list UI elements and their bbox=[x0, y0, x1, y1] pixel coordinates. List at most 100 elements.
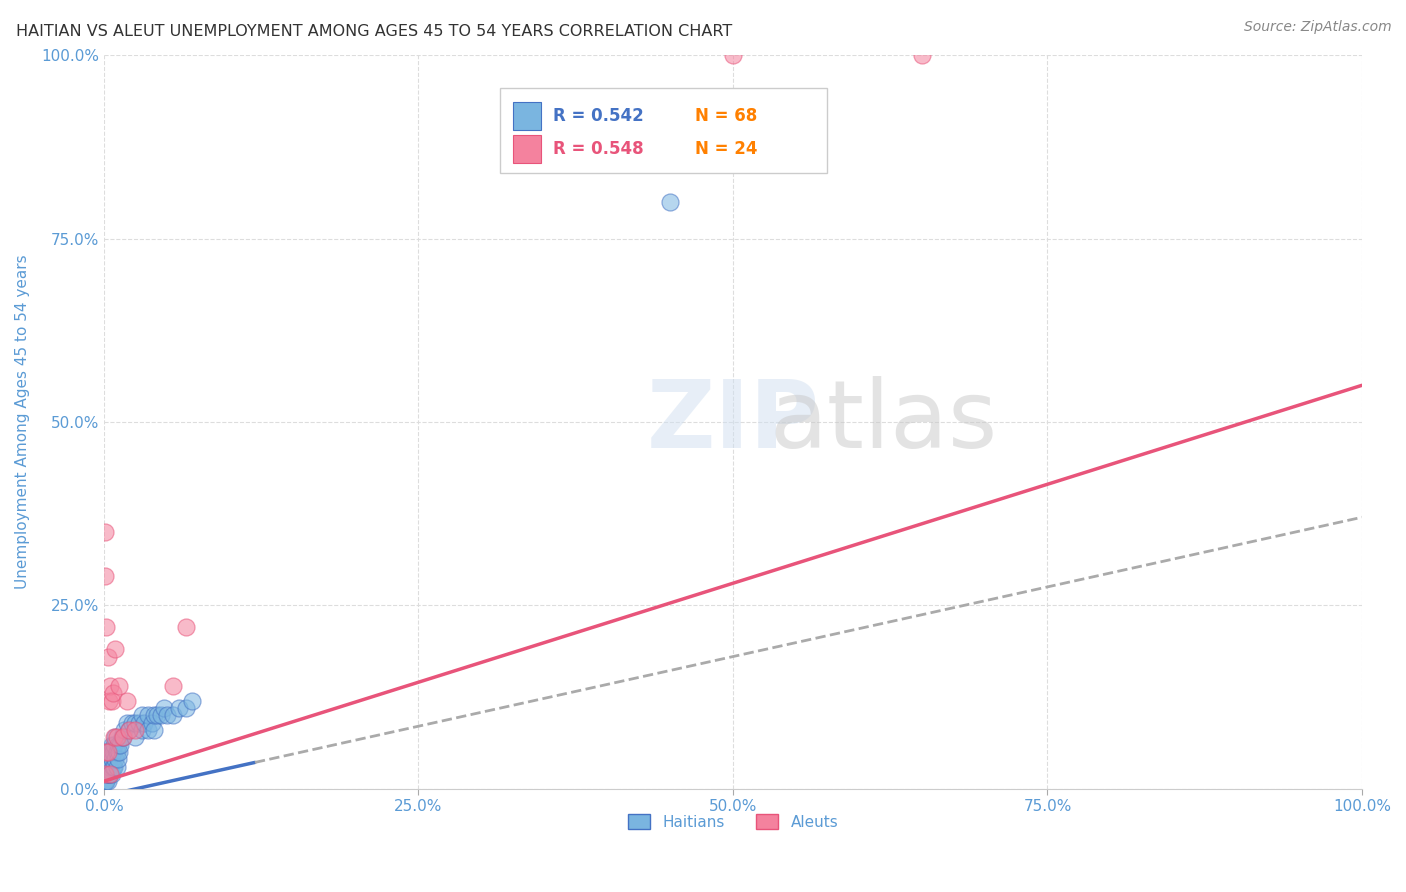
Point bbox=[131, 723, 153, 737]
FancyBboxPatch shape bbox=[501, 88, 827, 173]
Point bbox=[98, 767, 121, 781]
Point bbox=[98, 745, 121, 759]
Point bbox=[156, 708, 179, 723]
Point bbox=[101, 686, 124, 700]
Point bbox=[162, 708, 184, 723]
Point bbox=[104, 730, 127, 744]
Point bbox=[911, 48, 934, 62]
Point bbox=[115, 715, 138, 730]
Text: N = 24: N = 24 bbox=[695, 140, 758, 158]
Point bbox=[136, 723, 159, 737]
Point bbox=[121, 715, 143, 730]
Text: atlas: atlas bbox=[770, 376, 998, 468]
Point bbox=[94, 767, 117, 781]
Point bbox=[153, 701, 176, 715]
Point bbox=[105, 759, 128, 773]
Point bbox=[149, 708, 172, 723]
Text: R = 0.548: R = 0.548 bbox=[553, 140, 644, 158]
Point bbox=[94, 767, 117, 781]
Point bbox=[97, 752, 120, 766]
Point bbox=[96, 759, 118, 773]
Point bbox=[169, 701, 191, 715]
Point bbox=[136, 708, 159, 723]
Point bbox=[659, 194, 682, 209]
Point bbox=[96, 759, 118, 773]
Bar bbox=[513, 103, 540, 130]
Point bbox=[94, 774, 117, 789]
Point bbox=[96, 745, 118, 759]
Point bbox=[96, 767, 118, 781]
Point bbox=[118, 723, 141, 737]
Point bbox=[103, 759, 125, 773]
Point bbox=[100, 752, 122, 766]
Point bbox=[101, 759, 124, 773]
Point bbox=[146, 708, 169, 723]
Point bbox=[97, 767, 120, 781]
Text: N = 68: N = 68 bbox=[695, 107, 758, 125]
Point bbox=[111, 730, 134, 744]
Point bbox=[111, 730, 134, 744]
Point bbox=[96, 745, 118, 759]
Text: Source: ZipAtlas.com: Source: ZipAtlas.com bbox=[1244, 20, 1392, 34]
Point bbox=[96, 620, 118, 634]
Point bbox=[97, 774, 120, 789]
Point bbox=[141, 715, 163, 730]
Text: R = 0.542: R = 0.542 bbox=[553, 107, 644, 125]
Point bbox=[105, 730, 128, 744]
Point bbox=[124, 715, 146, 730]
Point bbox=[131, 708, 153, 723]
Point bbox=[94, 774, 117, 789]
Point bbox=[98, 759, 121, 773]
Point bbox=[98, 679, 121, 693]
Point bbox=[97, 759, 120, 773]
Point bbox=[174, 701, 197, 715]
Point bbox=[162, 679, 184, 693]
Point bbox=[105, 745, 128, 759]
Point bbox=[112, 723, 135, 737]
Point bbox=[94, 524, 117, 539]
Point bbox=[721, 48, 744, 62]
Point bbox=[98, 759, 121, 773]
Point bbox=[100, 693, 122, 707]
Point bbox=[124, 723, 146, 737]
Point bbox=[143, 708, 166, 723]
Point bbox=[94, 569, 117, 583]
Point bbox=[143, 723, 166, 737]
Point bbox=[128, 715, 150, 730]
Point bbox=[97, 649, 120, 664]
Point bbox=[181, 693, 204, 707]
Y-axis label: Unemployment Among Ages 45 to 54 years: Unemployment Among Ages 45 to 54 years bbox=[15, 254, 30, 590]
Point bbox=[98, 745, 121, 759]
Point bbox=[118, 723, 141, 737]
Point bbox=[98, 767, 121, 781]
Point bbox=[107, 752, 129, 766]
Point bbox=[124, 730, 146, 744]
Point bbox=[101, 745, 124, 759]
Point bbox=[97, 745, 120, 759]
Point bbox=[107, 738, 129, 752]
Point bbox=[104, 752, 127, 766]
Point bbox=[104, 642, 127, 657]
Point bbox=[94, 752, 117, 766]
Point bbox=[97, 745, 120, 759]
Point bbox=[97, 767, 120, 781]
Legend: Haitians, Aleuts: Haitians, Aleuts bbox=[621, 807, 845, 836]
Point bbox=[96, 767, 118, 781]
Point bbox=[98, 767, 121, 781]
Point bbox=[103, 738, 125, 752]
Point bbox=[115, 693, 138, 707]
Point bbox=[94, 767, 117, 781]
Bar bbox=[513, 136, 540, 163]
Point bbox=[98, 693, 121, 707]
Point bbox=[174, 620, 197, 634]
Point bbox=[108, 679, 131, 693]
Point bbox=[100, 738, 122, 752]
Text: HAITIAN VS ALEUT UNEMPLOYMENT AMONG AGES 45 TO 54 YEARS CORRELATION CHART: HAITIAN VS ALEUT UNEMPLOYMENT AMONG AGES… bbox=[15, 24, 733, 39]
Point bbox=[98, 752, 121, 766]
Point bbox=[110, 730, 132, 744]
Point bbox=[103, 730, 125, 744]
Point bbox=[108, 745, 131, 759]
Point bbox=[96, 774, 118, 789]
Point bbox=[94, 767, 117, 781]
Point bbox=[110, 738, 132, 752]
